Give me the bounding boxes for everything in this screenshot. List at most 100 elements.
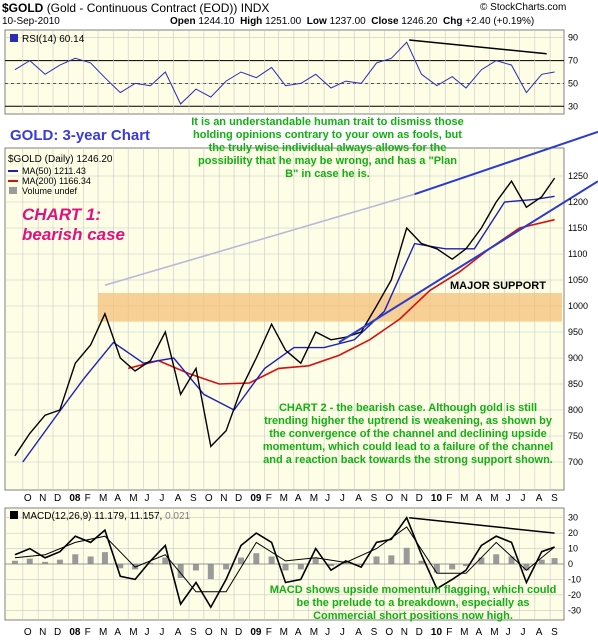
price-x-tick-label: O [24,493,32,504]
channel-upper-line [414,130,598,196]
macd-x-tick-label: J [520,627,525,638]
macd-legend-v1: 11.179 [94,511,124,522]
macd-x-tick-label: J [159,627,164,638]
macd-x-tick-label: S [190,627,197,638]
price-tick-label: 1250 [568,171,588,181]
price-x-tick-label: M [280,493,288,504]
chart1-line1: CHART 1: [22,205,101,224]
macd-histogram-bar [207,564,214,580]
macd-histogram-bar [418,560,425,564]
macd-x-tick-label: O [24,627,32,638]
price-x-tick-label: A [475,493,482,504]
rsi-tick-label: 50 [568,78,578,88]
price-x-tick-label: M [129,493,137,504]
rsi-tick-label: 30 [568,101,578,111]
price-x-tick-label: 09 [250,493,262,504]
macd-x-tick-label: N [220,627,227,638]
macd-histogram-bar [342,562,349,564]
header-exchange: INDX [240,1,270,15]
macd-histogram-bar [523,564,530,571]
macd-x-tick-label: M [460,627,468,638]
high-label: High [240,16,263,27]
macd-histogram-bar [162,557,169,564]
macd-x-tick-label: D [416,627,423,638]
macd-histogram-bar [117,564,124,569]
price-x-tick-label: A [114,493,121,504]
macd-x-tick-label: A [536,627,543,638]
macd-histogram-bar [87,556,94,564]
macd-histogram-bar [493,554,500,564]
channel-lower-line [338,180,598,344]
header-date: 10-Sep-2010 [2,16,60,27]
price-x-tick-label: J [159,493,164,504]
price-x-tick-label: D [235,493,242,504]
macd-legend-v3: 0.021 [165,511,190,522]
price-x-tick-label: J [340,493,345,504]
low-value: 1237.00 [329,16,366,27]
rsi-divergence-line [409,39,547,55]
macd-x-tick-label: A [175,627,182,638]
macd-histogram-bar [42,561,49,564]
price-x-tick-label: J [325,493,330,504]
macd-x-tick-label: M [310,627,318,638]
rsi-panel [4,29,565,115]
macd-histogram-bar [551,558,558,564]
macd-legend-label: MACD(12,26,9) [22,511,91,522]
price-x-tick-label: A [295,493,302,504]
chart1-line2: bearish case [22,225,125,244]
macd-x-tick-label: J [506,627,511,638]
price-x-tick-label: J [520,493,525,504]
price-x-tick-label: A [175,493,182,504]
macd-histogram-bar [253,553,260,564]
macd-legend-v2: 11.157 [130,511,160,522]
macd-annotation: MACD shows upside momentum flagging, whi… [269,584,557,622]
price-tick-label: 950 [568,327,583,337]
price-x-tick-label: A [536,493,543,504]
price-x-tick-label: S [190,493,197,504]
price-x-tick-label: 08 [69,493,81,504]
macd-x-tick-label: A [114,627,121,638]
macd-tick-label: 30 [568,513,578,523]
price-x-tick-label: M [99,493,107,504]
price-x-tick-label: M [460,493,468,504]
macd-histogram-bar [192,564,199,571]
price-tick-label: 800 [568,405,583,415]
close-label: Close [371,16,399,27]
price-x-tick-label: D [54,493,61,504]
price-x-tick-label: D [416,493,423,504]
chart-title: GOLD: 3-year Chart [10,127,150,144]
price-tick-label: 850 [568,379,583,389]
macd-histogram-bar [538,559,545,564]
price-tick-label: 700 [568,457,583,467]
macd-histogram-bar [449,564,456,570]
price-x-tick-label: A [355,493,362,504]
macd-tick-label: -10 [568,574,581,584]
macd-tick-label: -20 [568,590,581,600]
price-x-tick-label: S [551,493,558,504]
price-x-tick-label: 10 [431,493,443,504]
macd-x-tick-label: M [280,627,288,638]
header-symbol: $GOLD [2,1,44,15]
macd-tick-label: -30 [568,605,581,615]
macd-x-tick-label: M [99,627,107,638]
macd-histogram-bar [297,564,304,570]
macd-x-tick-label: M [490,627,498,638]
price-x-tick-label: F [85,493,91,504]
chg-label: Chg [443,16,463,27]
macd-histogram-bar [388,555,395,564]
macd-x-tick-label: J [325,627,330,638]
major-support-label: MAJOR SUPPORT [450,280,546,292]
macd-x-tick-label: 08 [69,627,81,638]
price-x-tick-label: S [371,493,378,504]
price-x-tick-label: J [145,493,150,504]
price-x-tick-label: N [401,493,408,504]
price-legend-volume: Volume undef [22,186,78,196]
price-tick-label: 1150 [568,223,587,233]
high-value: 1251.00 [265,16,302,27]
macd-histogram-bar [282,564,289,571]
rsi-tick-label: 90 [568,33,578,43]
macd-histogram-bar [373,556,380,564]
macd-histogram-bar [403,547,410,564]
macd-x-tick-label: D [54,627,61,638]
